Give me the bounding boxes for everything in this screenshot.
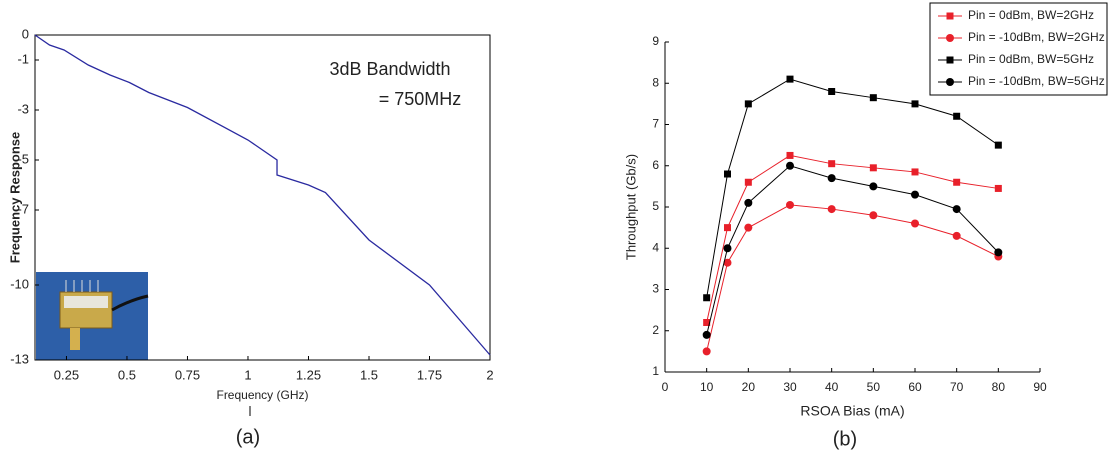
y-tick-label: 6	[652, 158, 659, 172]
x-tick-label: 1.25	[296, 367, 321, 382]
y-axis-label: Frequency Response	[7, 132, 22, 264]
marker	[911, 168, 919, 176]
series-line	[34, 34, 491, 356]
y-axis-label: Throughput (Gb/s)	[623, 154, 638, 260]
plot-frame	[34, 34, 491, 361]
x-tick-label: 1.5	[360, 367, 378, 382]
marker	[786, 161, 794, 170]
marker	[724, 224, 731, 232]
marker	[911, 219, 919, 228]
y-tick-label: -3	[17, 101, 29, 116]
x-tick-label: 60	[908, 380, 922, 394]
caption: (b)	[833, 428, 857, 450]
marker	[724, 170, 731, 178]
marker	[994, 184, 1002, 192]
x-tick-label: 70	[950, 380, 964, 394]
marker	[723, 244, 732, 253]
x-tick-label: 20	[742, 380, 756, 394]
legend: Pin = 0dBm, BW=2GHz Pin = -10dBm, BW=2GHz…	[929, 2, 1108, 96]
marker	[911, 190, 919, 199]
caption: (a)	[236, 426, 260, 448]
y-tick-label: 5	[652, 199, 659, 213]
annotation: 3dB Bandwidth	[329, 59, 450, 79]
x-tick-label: 0.25	[54, 367, 79, 382]
y-tick-label: 1	[652, 364, 659, 378]
marker	[952, 231, 961, 240]
legend-label: Pin = -10dBm, BW=5GHz	[968, 74, 1105, 88]
marker	[786, 151, 794, 159]
marker	[744, 100, 752, 108]
marker	[869, 211, 878, 220]
y-tick-label: -10	[10, 276, 29, 291]
legend-label: Pin = 0dBm, BW=5GHz	[968, 52, 1094, 66]
y-tick-label: -5	[17, 151, 29, 166]
legend-label: Pin = 0dBm, BW=2GHz	[968, 8, 1094, 22]
x-tick-label: 0.75	[175, 367, 200, 382]
y-tick-label: 3	[652, 282, 659, 296]
marker	[911, 100, 919, 108]
legend-box	[929, 2, 1108, 96]
marker	[828, 160, 836, 168]
marker	[723, 258, 732, 267]
legend-marker	[946, 34, 954, 42]
x-axis-label: RSOA Bias (mA)	[800, 403, 904, 419]
marker	[869, 182, 878, 191]
x-tick-label: 1	[244, 367, 251, 382]
y-tick-label: -1	[17, 51, 29, 66]
x-tick-label: 0	[662, 380, 669, 394]
marker	[952, 205, 961, 214]
x-tick-label: 30	[783, 380, 797, 394]
y-tick-label: 9	[652, 34, 659, 48]
marker	[827, 205, 836, 214]
y-tick-label: 7	[652, 117, 659, 131]
x-tick-label: 1.75	[417, 367, 442, 382]
inset-photo	[36, 272, 149, 360]
y-tick-label: 4	[652, 240, 659, 254]
marker	[828, 88, 836, 95]
y-tick-label: 0	[22, 26, 29, 41]
marker	[744, 223, 753, 232]
legend-label: Pin = -10dBm, BW=2GHz	[968, 30, 1105, 44]
legend-marker	[946, 12, 954, 20]
series-line	[706, 78, 999, 298]
legend-marker	[946, 78, 954, 86]
marker	[702, 347, 711, 356]
legend-marker	[946, 56, 954, 64]
x-tick-label: 10	[700, 380, 714, 394]
marker	[994, 141, 1002, 149]
marker	[744, 198, 753, 207]
marker	[744, 178, 752, 186]
x-tick-label: 2	[486, 367, 493, 382]
y-tick-label: 8	[652, 75, 659, 89]
x-tick-label: 0.5	[118, 367, 136, 382]
marker	[827, 174, 836, 183]
x-axis-label: Frequency (GHz)	[216, 388, 308, 402]
x-tick-label: 40	[825, 380, 839, 394]
marker	[703, 294, 711, 302]
series-line	[706, 165, 999, 335]
x-tick-label: 50	[867, 380, 881, 394]
marker	[702, 330, 711, 339]
y-tick-label: -7	[17, 201, 29, 216]
y-tick-label: -13	[10, 351, 29, 366]
x-tick-label: 80	[992, 380, 1006, 394]
marker	[953, 178, 961, 186]
annotation: = 750MHz	[379, 89, 462, 109]
marker	[953, 112, 961, 120]
marker	[703, 319, 711, 326]
marker	[994, 248, 1003, 257]
x-tick-label: 90	[1033, 380, 1047, 394]
marker	[786, 75, 794, 83]
marker	[869, 94, 877, 102]
y-tick-label: 2	[652, 323, 659, 337]
marker	[869, 164, 877, 172]
marker	[786, 200, 794, 209]
